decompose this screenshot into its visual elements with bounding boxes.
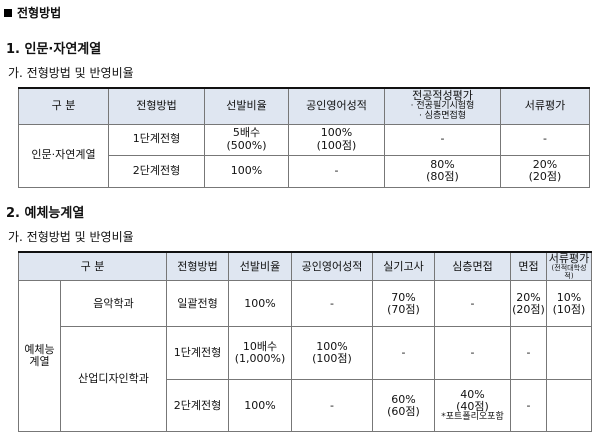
cell-english: 100% (100점) [291,326,373,381]
cell-meet: - [510,379,547,433]
header-aptitude: 전공적성평가 · 전공필기시험형 · 심층면접형 [384,87,501,125]
header-interview: 심층면접 [434,251,511,282]
dept-music: 음악학과 [60,280,167,328]
header-english: 공인영어성적 [288,87,385,125]
header-practical: 실기고사 [372,251,435,282]
cell-aptitude: - [384,123,501,156]
portfolio-note: *포트폴리오포함 [441,412,504,423]
header-gubun: 구 분 [18,251,167,282]
header-selection: 선발비율 [228,251,292,282]
section2-table: 구 분 전형방법 선발비율 공인영어성적 실기고사 심층면접 면접 서류평가 (전… [18,251,592,433]
cell-selection: 100% [228,280,292,328]
cell-method: 1단계전형 [108,123,205,156]
table-header-row: 구 분 전형방법 선발비율 공인영어성적 전공적성평가 · 전공필기시험형 · … [18,87,590,125]
cell-selection: 100% [204,154,289,188]
cell-meet: - [510,326,547,381]
header-method: 전형방법 [108,87,205,125]
cell-english: - [291,379,373,433]
table-row: 인문·자연계열 1단계전형 5배수 (500%) 100% (100점) - - [18,123,590,188]
header-meet: 면접 [510,251,547,282]
cell-practical: 70% (70점) [372,280,435,328]
page-heading: 전형방법 [4,4,61,21]
cell-practical: 60% (60점) [372,379,435,433]
cell-docs-empty [546,379,592,433]
group-label: 인문·자연계열 [18,123,109,188]
section2-title: 2. 예체능계열 [6,206,85,221]
table-row: 예체능 계열 음악학과 일괄전형 100% - 70% (70점) - 20% (20… [18,280,592,433]
cell-interview: 40% (40점) *포트폴리오포함 [434,379,511,433]
cell-english: 100% (100점) [288,123,385,156]
cell-selection: 10배수 (1,000%) [228,326,292,381]
header-method: 전형방법 [166,251,229,282]
section1-table: 구 분 전형방법 선발비율 공인영어성적 전공적성평가 · 전공필기시험형 · … [18,87,590,188]
section2-subtitle: 가. 전형방법 및 반영비율 [8,230,134,244]
header-gubun: 구 분 [18,87,109,125]
cell-selection: 100% [228,379,292,433]
cell-docs: 10% (10점) [546,280,592,328]
cell-docs-empty [546,326,592,381]
cell-method: 2단계전형 [108,154,205,188]
cell-method: 일괄전형 [166,280,229,328]
cell-meet: 20% (20점) [510,280,547,328]
page-heading-text: 전형방법 [17,6,62,20]
cell-method: 2단계전형 [166,379,229,433]
cell-interview: - [434,326,511,381]
cell-practical: - [372,326,435,381]
cell-interview: - [434,280,511,328]
section1-title: 1. 인문·자연계열 [6,42,102,57]
square-bullet-icon [4,8,12,17]
table-row: 2단계전형 100% - 80% (80점) 20% (20점) [19,154,590,188]
header-selection: 선발비율 [204,87,289,125]
header-english: 공인영어성적 [291,251,373,282]
header-aptitude-label: 전공적성평가 [412,89,473,103]
group-label: 예체능 계열 [18,280,61,433]
header-aptitude-sub1: · 전공필기시험형 [410,101,475,112]
table-row: 2단계전형 100% - 60% (60점) 40% (40점) *포트폴리오포함 - [19,379,592,433]
cell-method: 1단계전형 [166,326,229,381]
cell-docs: - [500,123,590,156]
table-header-row: 구 분 전형방법 선발비율 공인영어성적 실기고사 심층면접 면접 서류평가 (전… [18,251,592,282]
table-row: 산업디자인학과 1단계전형 10배수 (1,000%) 100% (100점) - … [19,326,592,433]
header-docs: 서류평가 (전적대학성적) [546,251,592,282]
cell-docs: 20% (20점) [500,154,590,188]
cell-english: - [291,280,373,328]
header-aptitude-sub2: · 심층면접형 [418,111,467,122]
cell-aptitude: 80% (80점) [384,154,501,188]
cell-selection: 5배수 (500%) [204,123,289,156]
header-docs: 서류평가 [500,87,590,125]
section1-subtitle: 가. 전형방법 및 반영비율 [8,66,134,80]
cell-english: - [288,154,385,188]
dept-design: 산업디자인학과 [60,326,167,433]
